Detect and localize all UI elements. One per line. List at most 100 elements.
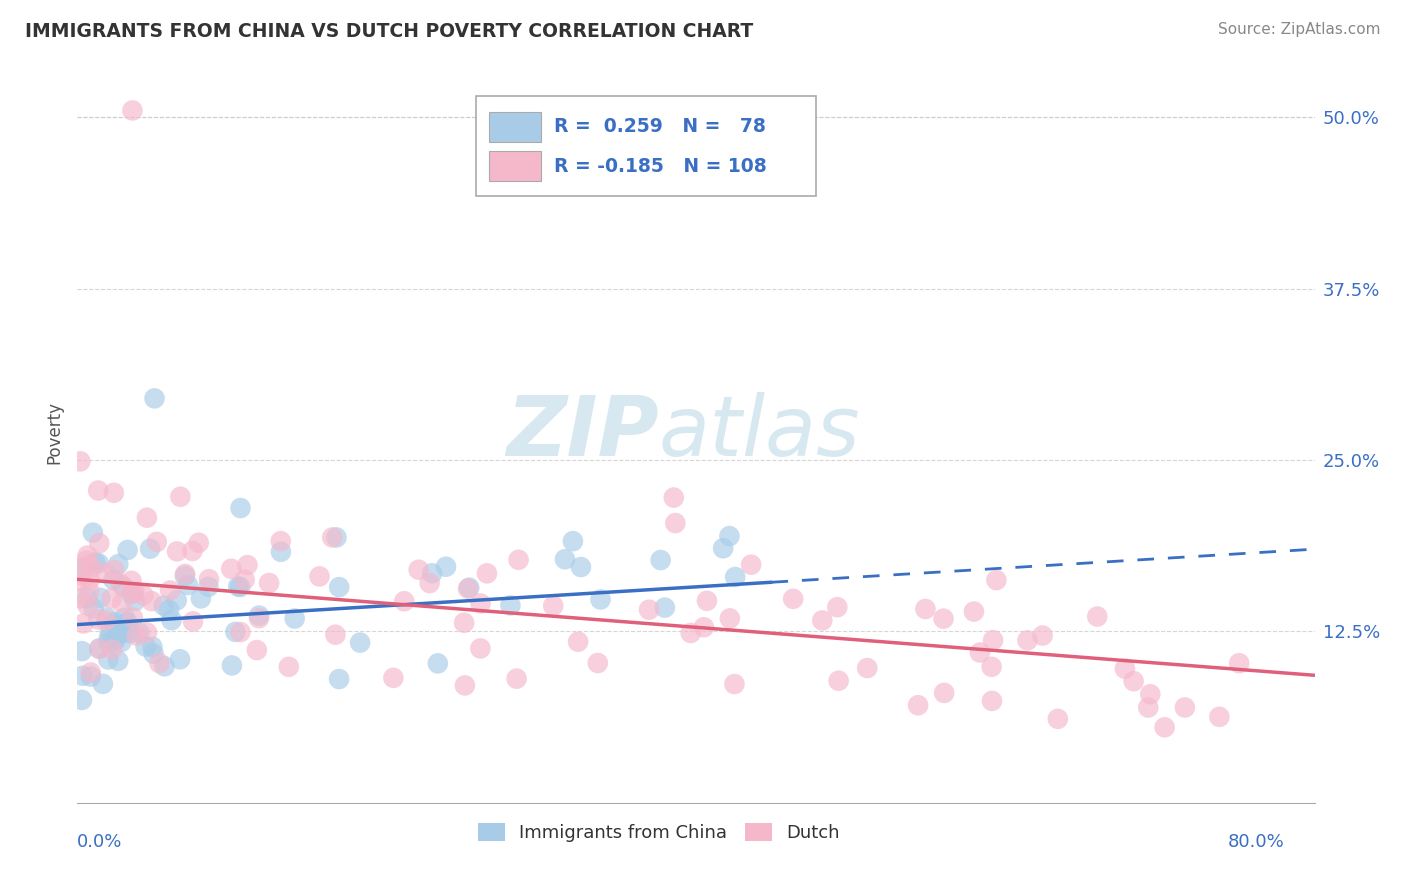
Point <box>499 599 522 613</box>
Point <box>79 573 101 587</box>
Point <box>963 605 986 619</box>
Point <box>1208 710 1230 724</box>
Point <box>89 642 111 657</box>
Point <box>117 615 139 630</box>
Point <box>969 646 991 660</box>
Point <box>157 603 180 617</box>
Point <box>104 615 127 630</box>
Point <box>152 599 174 613</box>
Point <box>128 625 150 640</box>
Point <box>811 614 834 628</box>
Point <box>561 534 583 549</box>
Text: 80.0%: 80.0% <box>1227 833 1285 851</box>
Point <box>80 665 103 680</box>
Point <box>96 610 118 624</box>
Point <box>934 686 956 700</box>
Point <box>718 611 741 625</box>
Point <box>236 558 259 572</box>
Point <box>325 531 347 545</box>
Point <box>82 525 104 540</box>
Text: Source: ZipAtlas.com: Source: ZipAtlas.com <box>1218 22 1381 37</box>
Point <box>72 616 94 631</box>
Point <box>219 562 242 576</box>
Point <box>103 563 125 577</box>
Point <box>70 568 93 582</box>
Point <box>97 652 120 666</box>
Point <box>679 626 702 640</box>
Point <box>117 543 139 558</box>
Point <box>121 610 143 624</box>
Point <box>79 584 101 599</box>
Point <box>94 566 117 581</box>
Point <box>76 549 98 563</box>
Point <box>160 613 183 627</box>
Point <box>80 669 103 683</box>
Point <box>69 454 91 468</box>
Point <box>1174 700 1197 714</box>
Point <box>221 658 243 673</box>
Point <box>80 561 103 575</box>
Point <box>426 657 449 671</box>
Point <box>70 693 93 707</box>
Point <box>586 656 609 670</box>
Point <box>94 614 117 628</box>
Point <box>1139 687 1161 701</box>
Point <box>72 560 94 574</box>
Point <box>101 642 124 657</box>
Point <box>124 594 146 608</box>
Point <box>569 560 592 574</box>
Point <box>270 534 292 549</box>
Point <box>458 581 481 595</box>
Point <box>277 660 299 674</box>
Point <box>981 633 1004 648</box>
Point <box>723 677 745 691</box>
Point <box>453 615 475 630</box>
Point <box>132 589 155 603</box>
Point <box>284 611 307 625</box>
Point <box>169 652 191 666</box>
Point <box>104 633 127 648</box>
Point <box>120 587 142 601</box>
Point <box>541 599 564 613</box>
Point <box>914 602 936 616</box>
Point <box>142 647 165 661</box>
Point <box>696 594 718 608</box>
Point <box>711 541 734 556</box>
Point <box>226 580 249 594</box>
Point <box>328 580 350 594</box>
Point <box>475 566 498 581</box>
Point <box>247 608 270 623</box>
Point <box>121 574 143 588</box>
Point <box>981 694 1004 708</box>
Point <box>454 678 477 692</box>
Point <box>827 600 849 615</box>
Point <box>270 545 292 559</box>
Point <box>187 535 209 549</box>
Point <box>181 615 204 629</box>
Point <box>247 611 270 625</box>
Point <box>181 544 204 558</box>
Point <box>229 625 252 640</box>
Point <box>87 613 110 627</box>
Point <box>118 626 141 640</box>
Point <box>125 629 148 643</box>
Point <box>394 594 416 608</box>
Point <box>1032 628 1054 642</box>
Point <box>110 577 132 591</box>
Point <box>470 597 492 611</box>
Point <box>190 591 212 606</box>
Point <box>87 483 110 498</box>
Text: R =  0.259   N =   78: R = 0.259 N = 78 <box>554 118 765 136</box>
Point <box>470 641 492 656</box>
Point <box>827 673 849 688</box>
Point <box>87 556 110 570</box>
Point <box>233 573 256 587</box>
Point <box>325 628 347 642</box>
Point <box>89 591 111 605</box>
Point <box>121 103 143 118</box>
Point <box>718 529 741 543</box>
Point <box>141 640 163 654</box>
Text: 0.0%: 0.0% <box>77 833 122 851</box>
Point <box>108 618 131 632</box>
Point <box>97 631 120 645</box>
